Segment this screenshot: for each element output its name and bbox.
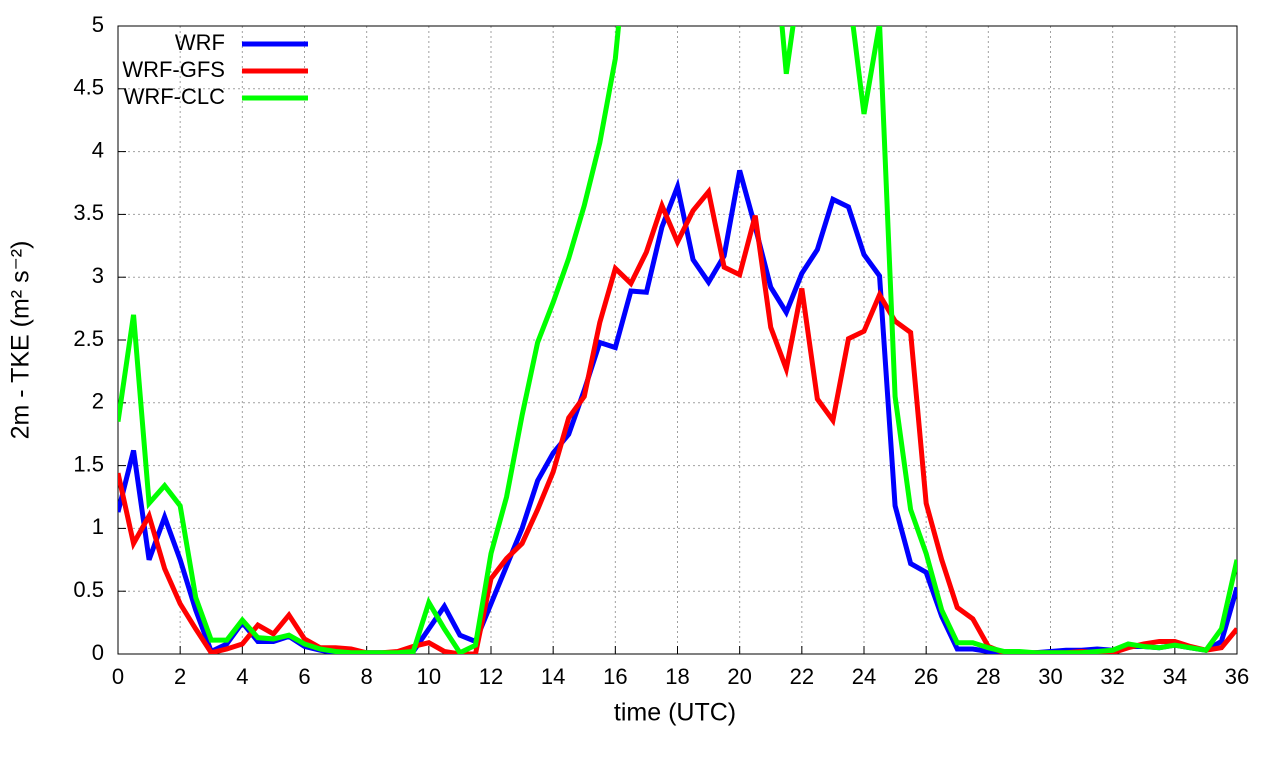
x-tick-label: 2 bbox=[174, 664, 186, 689]
x-tick-label: 22 bbox=[790, 664, 814, 689]
x-tick-label: 14 bbox=[541, 664, 565, 689]
y-tick-label: 1 bbox=[92, 514, 104, 539]
y-tick-label: 4.5 bbox=[73, 75, 104, 100]
x-tick-label: 26 bbox=[914, 664, 938, 689]
legend-label: WRF-GFS bbox=[122, 57, 225, 82]
y-tick-label: 3.5 bbox=[73, 200, 104, 225]
plot-border bbox=[117, 25, 1238, 655]
x-tick-label: 8 bbox=[361, 664, 373, 689]
x-tick-label: 4 bbox=[236, 664, 248, 689]
legend-label: WRF-CLC bbox=[124, 84, 226, 109]
x-tick-label: 16 bbox=[603, 664, 627, 689]
y-tick-label: 3 bbox=[92, 263, 104, 288]
y-tick-label: 0 bbox=[92, 640, 104, 665]
plot-area bbox=[118, 26, 1237, 654]
x-tick-label: 0 bbox=[112, 664, 124, 689]
y-tick-label: 5 bbox=[92, 12, 104, 37]
x-tick-label: 36 bbox=[1225, 664, 1249, 689]
y-axis-label: 2m - TKE (m² s⁻²) bbox=[7, 241, 35, 440]
legend-label: WRF bbox=[175, 30, 225, 55]
x-tick-label: 24 bbox=[852, 664, 876, 689]
x-tick-label: 10 bbox=[417, 664, 441, 689]
x-axis-label: time (UTC) bbox=[614, 699, 736, 727]
x-tick-label: 12 bbox=[479, 664, 503, 689]
x-tick-label: 34 bbox=[1163, 664, 1187, 689]
x-tick-label: 30 bbox=[1038, 664, 1062, 689]
series-line bbox=[118, 26, 1237, 654]
y-tick-label: 2.5 bbox=[73, 326, 104, 351]
x-tick-label: 20 bbox=[727, 664, 751, 689]
y-tick-label: 1.5 bbox=[73, 451, 104, 476]
x-tick-label: 18 bbox=[665, 664, 689, 689]
x-tick-label: 32 bbox=[1100, 664, 1124, 689]
y-tick-label: 2 bbox=[92, 389, 104, 414]
y-tick-label: 0.5 bbox=[73, 577, 104, 602]
x-tick-label: 28 bbox=[976, 664, 1000, 689]
x-tick-label: 6 bbox=[298, 664, 310, 689]
y-tick-label: 4 bbox=[92, 137, 104, 162]
